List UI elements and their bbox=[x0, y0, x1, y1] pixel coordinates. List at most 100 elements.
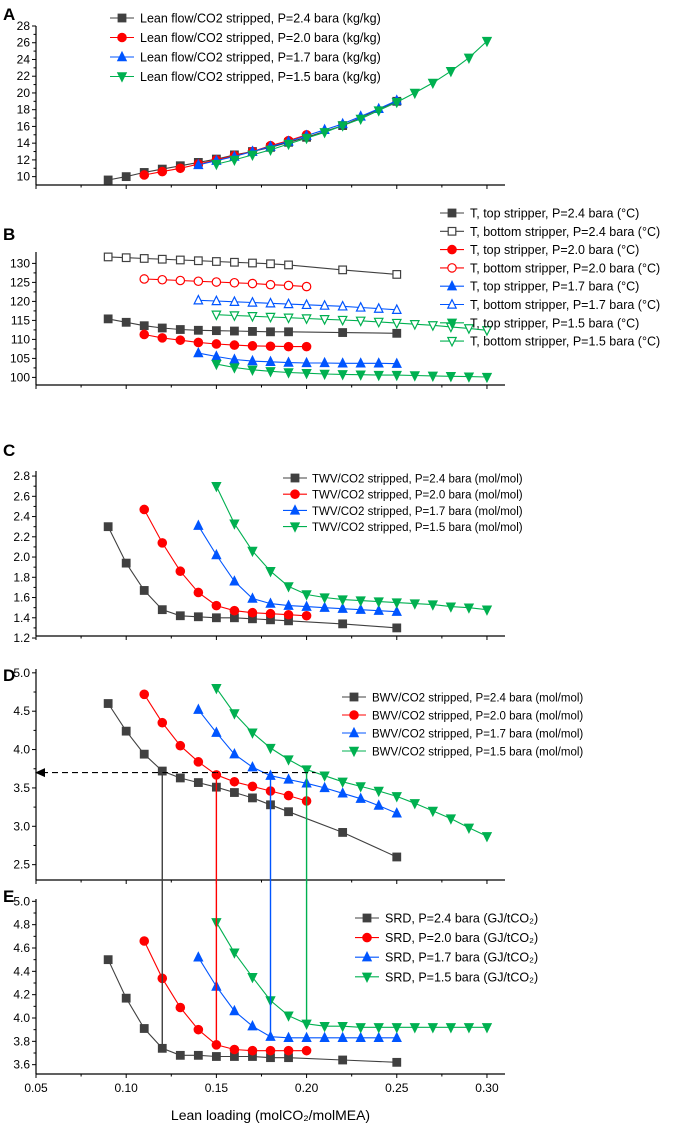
y-tick-label: 5.0 bbox=[13, 666, 30, 680]
data-point bbox=[175, 773, 185, 783]
legend-marker bbox=[446, 280, 458, 291]
y-tick-label: 115 bbox=[11, 313, 30, 327]
data-point bbox=[301, 590, 312, 601]
legend-marker bbox=[361, 972, 373, 983]
data-point bbox=[229, 277, 240, 288]
legend-marker bbox=[447, 208, 457, 218]
data-point bbox=[265, 341, 276, 352]
legend-label: BWV/CO2 stripped, P=2.0 bara (mol/mol) bbox=[372, 711, 583, 723]
series-line bbox=[197, 957, 397, 1039]
data-point bbox=[301, 298, 312, 310]
data-point bbox=[265, 597, 276, 608]
legend-label: T, bottom stripper, P=1.5 bara (°C) bbox=[470, 335, 660, 349]
data-point bbox=[157, 333, 168, 343]
data-point bbox=[211, 277, 222, 287]
data-point bbox=[229, 295, 240, 306]
data-point bbox=[337, 370, 348, 381]
data-point bbox=[337, 602, 348, 613]
data-point bbox=[355, 603, 366, 614]
data-point bbox=[481, 832, 493, 843]
y-tick-label: 2.8 bbox=[13, 469, 30, 483]
data-point bbox=[283, 609, 294, 620]
data-point bbox=[284, 260, 293, 270]
y-tick-label: 110 bbox=[11, 332, 30, 346]
data-point bbox=[319, 601, 330, 612]
data-point bbox=[391, 318, 402, 330]
data-point bbox=[409, 88, 420, 100]
data-point bbox=[193, 294, 204, 305]
data-point bbox=[193, 256, 203, 266]
data-point bbox=[481, 372, 493, 384]
panel-letter: A bbox=[3, 5, 15, 24]
data-point bbox=[193, 346, 204, 358]
data-point bbox=[247, 972, 258, 984]
data-point bbox=[175, 1050, 185, 1060]
data-point bbox=[211, 548, 222, 560]
y-tick-label: 16 bbox=[17, 119, 31, 133]
x-axis-label: Lean loading (molCO₂/molMEA) bbox=[171, 1107, 370, 1123]
data-point bbox=[157, 538, 168, 548]
data-point bbox=[211, 726, 222, 737]
data-point bbox=[103, 314, 113, 324]
data-point bbox=[427, 371, 439, 383]
data-point bbox=[337, 357, 348, 368]
data-point bbox=[283, 755, 294, 766]
data-point bbox=[319, 1021, 330, 1033]
legend-marker bbox=[447, 226, 457, 236]
data-point bbox=[319, 781, 330, 793]
data-point bbox=[175, 275, 186, 286]
y-tick-label: 1.8 bbox=[13, 570, 30, 584]
data-point bbox=[319, 369, 330, 381]
legend-marker bbox=[446, 298, 458, 309]
data-point bbox=[463, 1023, 475, 1034]
data-point bbox=[229, 340, 240, 350]
data-point bbox=[265, 1045, 276, 1056]
data-point bbox=[139, 274, 150, 284]
legend-marker bbox=[362, 932, 372, 943]
y-tick-label: 5.0 bbox=[13, 894, 30, 908]
legend-marker bbox=[447, 263, 457, 273]
data-point bbox=[392, 852, 402, 862]
data-point bbox=[193, 1050, 203, 1060]
data-point bbox=[139, 170, 150, 180]
legend-marker bbox=[117, 13, 127, 23]
legend-marker bbox=[290, 489, 300, 499]
series-B-5 bbox=[193, 294, 402, 314]
panel-D: D 2.5 3.0 3.5 4.0 4.5 5.0 BWV/CO2 stripped, P=2… bbox=[3, 666, 583, 884]
data-point bbox=[193, 276, 204, 287]
panel-C: C 1.2 1.4 1.6 1.8 2.0 2.2 2.4 2.6 2.8 TWV/CO2 stri… bbox=[3, 441, 523, 645]
panel-B: B 100 105 110 115 120 125 130 T, top stripper, P… bbox=[3, 207, 660, 389]
series-A-1 bbox=[139, 129, 312, 180]
data-point bbox=[283, 356, 294, 367]
y-tick-label: 14 bbox=[17, 136, 31, 150]
data-point bbox=[157, 323, 167, 333]
data-point bbox=[391, 97, 402, 109]
series-line bbox=[144, 134, 307, 176]
data-point bbox=[391, 1023, 402, 1034]
panel-E: E 3.6 3.8 4.0 4.2 4.4 4.6 4.8 5.0 SRD, P=2.4 bara… bbox=[3, 887, 538, 1078]
data-point bbox=[337, 121, 348, 132]
data-point bbox=[391, 303, 402, 314]
legend-label: SRD, P=2.0 bara (GJ/tCO₂) bbox=[385, 931, 538, 945]
data-point bbox=[229, 776, 240, 787]
data-point bbox=[427, 1023, 439, 1034]
data-point bbox=[283, 599, 294, 610]
legend-marker bbox=[116, 50, 128, 62]
legend-label: TWV/CO2 stripped, P=1.5 bara (mol/mol) bbox=[312, 522, 523, 534]
data-point bbox=[265, 567, 276, 578]
data-point bbox=[121, 726, 131, 736]
legend-label: T, top stripper, P=2.0 bara (°C) bbox=[470, 243, 639, 257]
data-point bbox=[337, 787, 348, 798]
series-C-0 bbox=[103, 522, 402, 633]
data-point bbox=[338, 619, 348, 629]
legend-E: SRD, P=2.4 bara (GJ/tCO₂) SRD, P=2.0 bara… bbox=[355, 912, 538, 984]
data-point bbox=[481, 1023, 493, 1034]
data-point bbox=[229, 709, 240, 720]
data-point bbox=[319, 771, 330, 782]
y-tick-label: 2.5 bbox=[13, 858, 30, 872]
data-point bbox=[247, 296, 258, 307]
data-point bbox=[248, 258, 257, 268]
data-point bbox=[283, 139, 294, 151]
y-tick-label: 120 bbox=[10, 294, 30, 308]
data-point bbox=[121, 172, 131, 182]
